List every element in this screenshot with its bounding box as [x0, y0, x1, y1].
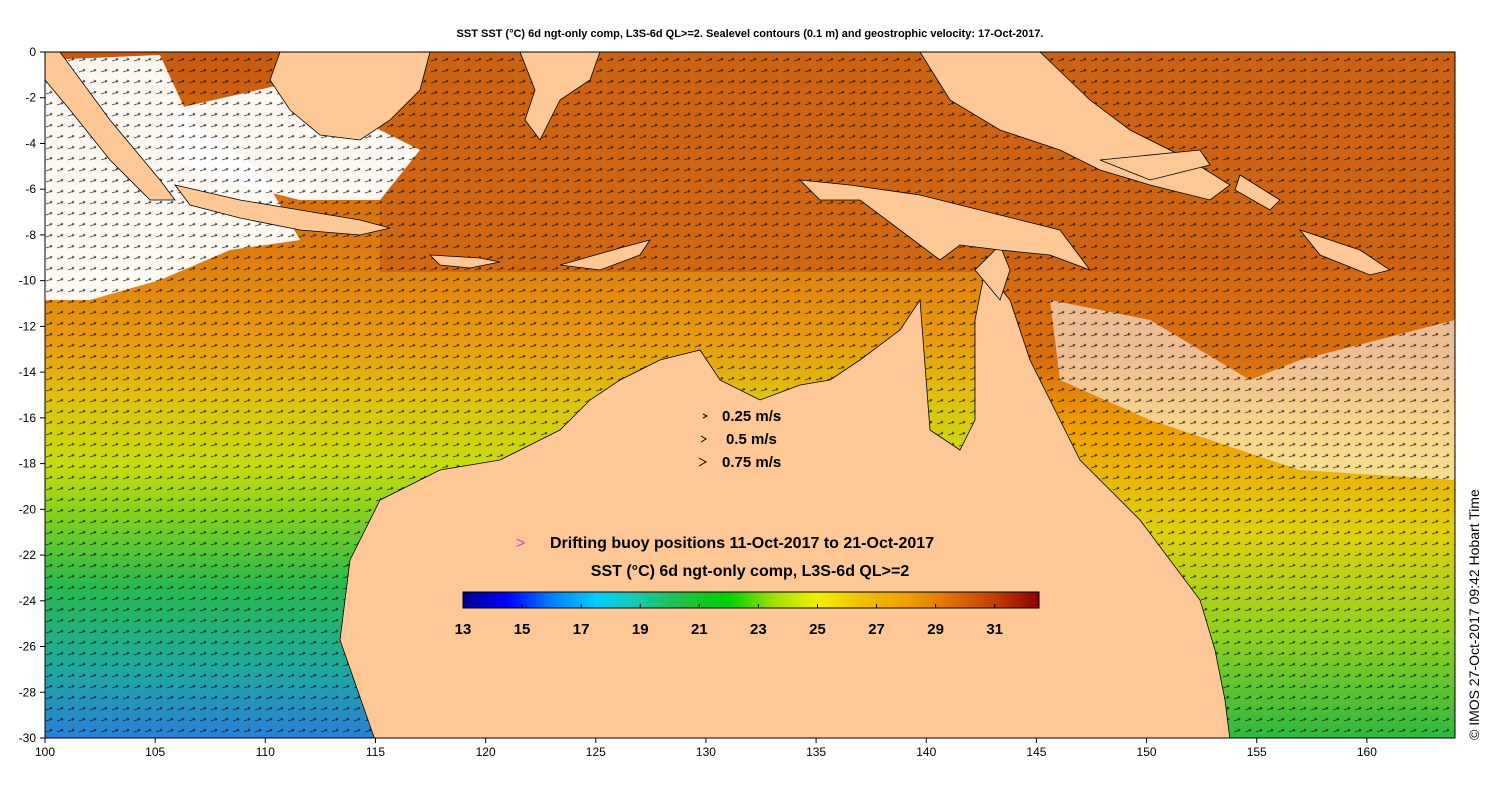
x-axis: 100 105 110 115 120 125 130 135 140 145 150 155 160	[35, 738, 1377, 759]
velocity-legend-label-1: 0.25 m/s	[722, 408, 781, 425]
land-java	[174, 184, 391, 236]
land-borneo	[269, 52, 431, 141]
colorbar-tick-label: 17	[573, 621, 590, 638]
colorbar-tick-label: 27	[868, 621, 885, 638]
land-solomons	[1298, 229, 1391, 276]
x-tick-label: 100	[35, 745, 55, 759]
buoy-legend: > Drifting buoy positions 11-Oct-2017 to…	[516, 535, 934, 552]
velocity-legend-label-3: 0.75 m/s	[722, 454, 781, 471]
x-tick-label: 110	[256, 745, 275, 759]
land-sumatra	[45, 52, 176, 201]
x-tick-label: 115	[366, 745, 385, 759]
colorbar-tick-label: 13	[455, 621, 472, 638]
colorbar-tick-label: 29	[927, 621, 944, 638]
land-bougainville	[1234, 174, 1281, 211]
map-frame	[44, 51, 1456, 739]
x-tick-label: 145	[1026, 745, 1046, 759]
colorbar: SST (°C) 6d ngt-only comp, L3S-6d QL>=2 …	[455, 563, 1040, 638]
land-new-britain	[1099, 149, 1211, 181]
y-axis: 0 -2 -4 -6 -8 -10 -12 -14 -16 -18 -20 -22 -24 -26 -28 -…	[19, 45, 45, 745]
land-new-guinea	[798, 179, 1092, 271]
land-timor	[559, 239, 651, 271]
land-sulawesi	[519, 52, 601, 141]
buoy-marker-icon: >	[516, 535, 525, 552]
colorbar-tick-label: 23	[750, 621, 767, 638]
land-australia	[339, 269, 1231, 738]
land-cape-york	[974, 244, 1011, 301]
y-tick-label: -26	[19, 640, 37, 654]
map-title: SST SST (°C) 6d ngt-only comp, L3S-6d QL…	[456, 28, 1044, 40]
y-tick-label: -6	[25, 182, 36, 196]
colorbar-tick-label: 15	[514, 621, 531, 638]
x-tick-label: 140	[916, 745, 936, 759]
y-tick-label: -30	[19, 731, 37, 745]
velocity-arrow-2	[700, 435, 707, 443]
map-area	[45, 52, 1455, 738]
x-tick-label: 125	[586, 745, 606, 759]
x-tick-label: 150	[1137, 745, 1157, 759]
x-tick-label: 130	[696, 745, 716, 759]
colorbar-tick-label: 21	[691, 621, 708, 638]
velocity-arrow-3	[698, 457, 708, 467]
y-tick-label: -22	[19, 548, 37, 562]
colorbar-ticks: 13 15 17 19 21 23 25 27 29 31	[455, 604, 1003, 638]
y-tick-label: -28	[19, 685, 37, 699]
velocity-legend-label-2: 0.5 m/s	[726, 431, 777, 448]
y-tick-label: -16	[19, 411, 37, 425]
x-tick-label: 120	[476, 745, 496, 759]
y-tick-label: -10	[19, 274, 37, 288]
imos-stamp: © IMOS 27-Oct-2017 09:42 Hobart Time	[1466, 489, 1482, 740]
buoy-legend-label: Drifting buoy positions 11-Oct-2017 to 2…	[550, 535, 934, 552]
colorbar-tick-label: 19	[632, 621, 649, 638]
y-tick-label: 0	[29, 45, 36, 59]
x-tick-label: 160	[1357, 745, 1377, 759]
y-tick-label: -18	[19, 457, 37, 471]
velocity-arrow-1	[702, 413, 709, 419]
colorbar-tick-label: 25	[809, 621, 826, 638]
x-tick-label: 155	[1247, 745, 1267, 759]
x-tick-label: 105	[145, 745, 165, 759]
colorbar-title: SST (°C) 6d ngt-only comp, L3S-6d QL>=2	[591, 563, 910, 580]
y-tick-label: -24	[19, 594, 37, 608]
colorbar-bar	[462, 591, 1040, 609]
colorbar-tick-label: 31	[986, 621, 1003, 638]
y-tick-label: -20	[19, 502, 37, 516]
land-sumbawa	[428, 254, 501, 269]
land-masses	[45, 52, 1391, 738]
velocity-legend: 0.25 m/s 0.5 m/s 0.75 m/s	[698, 408, 781, 471]
y-tick-label: -8	[25, 228, 36, 242]
y-tick-label: -12	[19, 319, 37, 333]
y-tick-label: -14	[19, 365, 37, 379]
x-tick-label: 135	[806, 745, 826, 759]
y-tick-label: -2	[25, 91, 36, 105]
y-tick-label: -4	[25, 136, 36, 150]
